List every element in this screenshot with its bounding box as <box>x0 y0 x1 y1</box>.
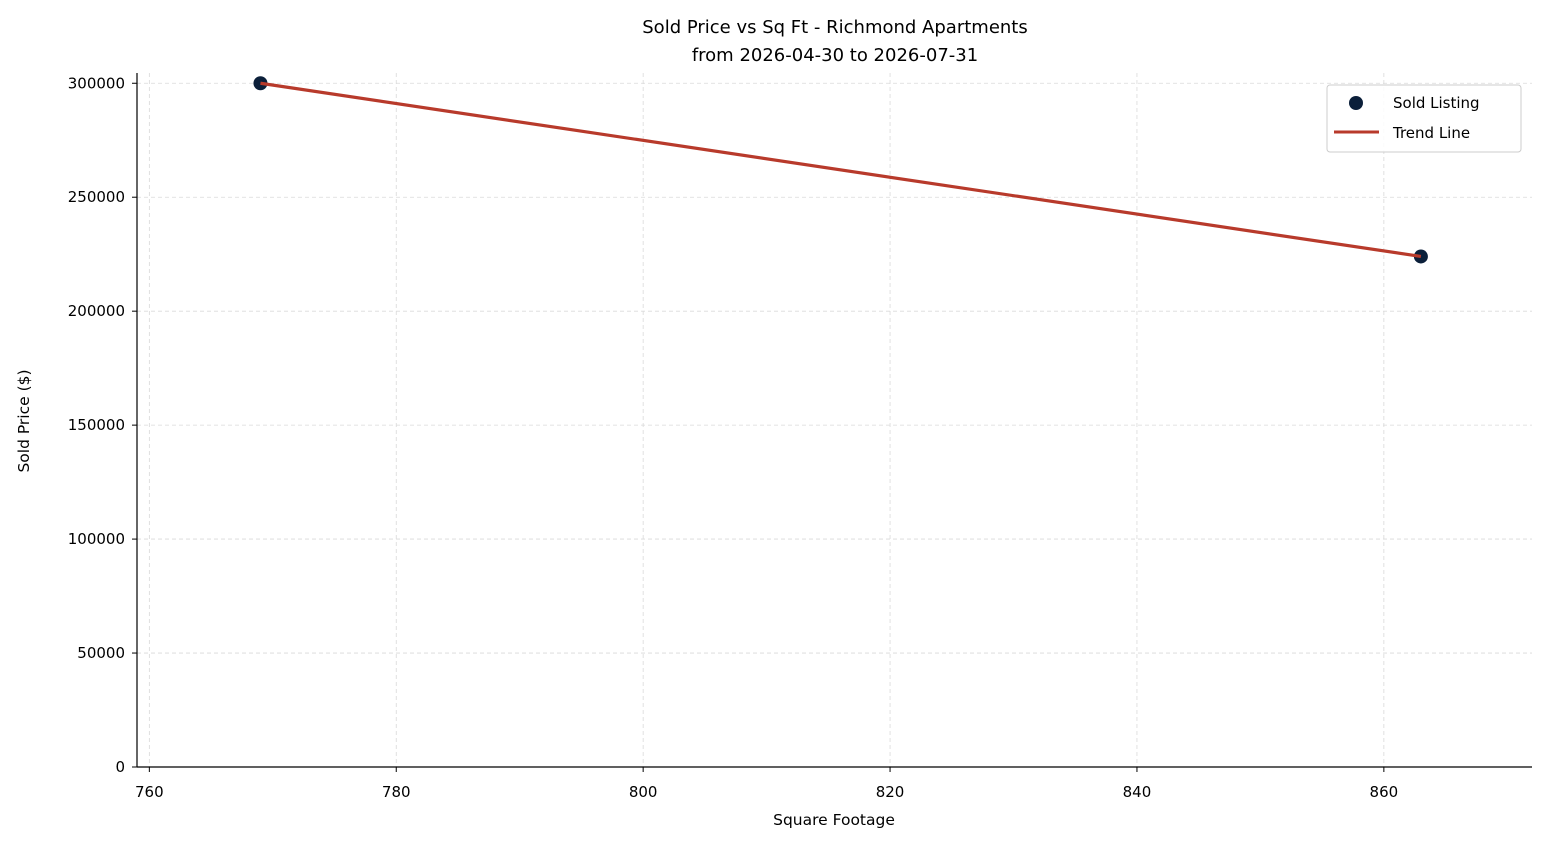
y-axis-label: Sold Price ($) <box>15 369 33 472</box>
chart-title: Sold Price vs Sq Ft - Richmond Apartment… <box>642 17 1028 38</box>
sold-listing-point <box>1413 249 1428 264</box>
y-tick-label: 300000 <box>68 74 125 92</box>
y-tick-label: 100000 <box>68 530 125 548</box>
y-tick-label: 200000 <box>68 302 125 320</box>
y-tick-label: 150000 <box>68 416 125 434</box>
tick-marks: 760 780 800 820 840 860 0 50000 100000 150000 2000… <box>68 74 1398 801</box>
x-tick-label: 780 <box>382 783 411 801</box>
legend-box <box>1326 84 1522 153</box>
data-series <box>253 76 1428 264</box>
trend-line <box>260 81 1422 259</box>
x-tick-label: 820 <box>876 783 905 801</box>
grid-lines <box>137 73 1532 768</box>
chart-subtitle: from 2026-04-30 to 2026-07-31 <box>692 45 978 66</box>
legend: Sold Listing Trend Line <box>1326 84 1522 153</box>
y-tick-label: 0 <box>115 758 125 776</box>
legend-label-trend-line: Trend Line <box>1392 124 1470 142</box>
axes <box>136 73 1532 768</box>
x-tick-label: 860 <box>1370 783 1399 801</box>
x-tick-label: 760 <box>135 783 164 801</box>
y-tick-label: 50000 <box>77 644 125 662</box>
x-tick-label: 800 <box>629 783 658 801</box>
x-axis-label: Square Footage <box>773 811 895 829</box>
y-tick-label: 250000 <box>68 188 125 206</box>
x-tick-label: 840 <box>1123 783 1152 801</box>
legend-label-sold-listing: Sold Listing <box>1393 94 1480 112</box>
legend-marker-sold-listing <box>1349 96 1363 110</box>
